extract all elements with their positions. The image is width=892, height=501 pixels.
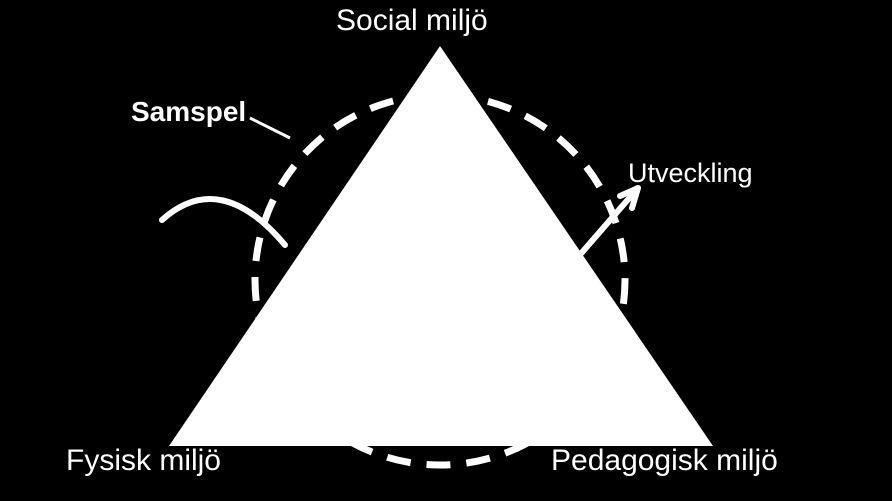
diagram-canvas bbox=[0, 0, 892, 501]
label-pedagogisk-miljo: Pedagogisk miljö bbox=[551, 446, 778, 476]
label-social-miljo: Social miljö bbox=[336, 6, 488, 36]
label-utveckling: Utveckling bbox=[628, 160, 753, 187]
label-samspel: Samspel bbox=[131, 98, 246, 126]
label-fysisk-miljo: Fysisk miljö bbox=[66, 446, 221, 476]
